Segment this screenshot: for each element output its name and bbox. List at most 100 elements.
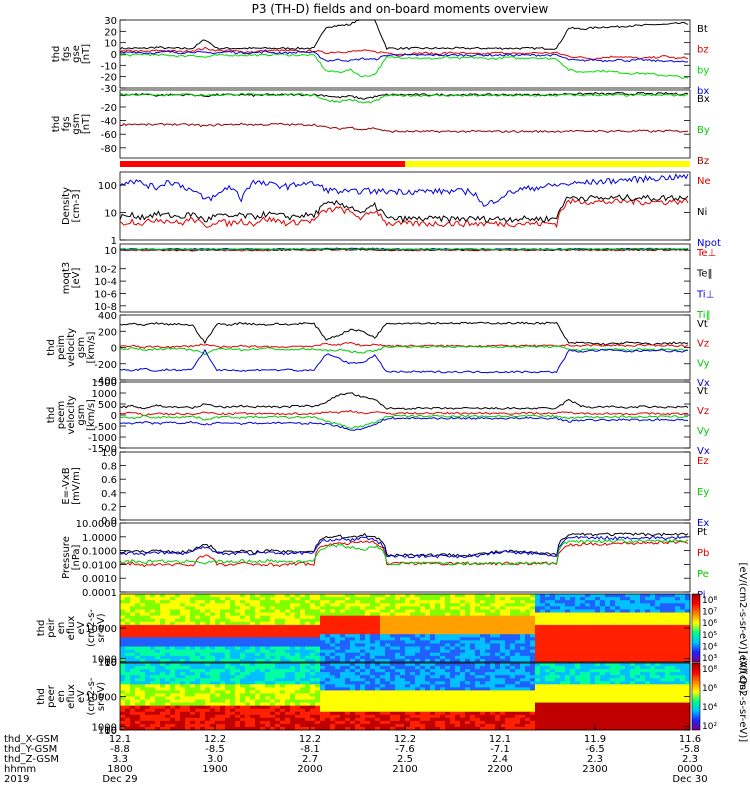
- spectrogram-cell: [365, 600, 370, 603]
- spectrogram-cell: [445, 597, 450, 600]
- spectrogram-cell: [620, 628, 625, 631]
- y-tick-label: -30: [101, 84, 117, 95]
- spectrogram-cell: [455, 700, 460, 703]
- spectrogram-cell: [285, 600, 290, 603]
- spectrogram-cell: [385, 622, 390, 625]
- spectrogram-cell: [175, 637, 180, 640]
- legend-entry: Ti⊥: [696, 289, 714, 300]
- spectrogram-cell: [515, 609, 520, 612]
- spectrogram-cell: [165, 715, 170, 718]
- spectrogram-cell: [405, 650, 410, 653]
- spectrogram-cell: [390, 721, 395, 724]
- spectrogram-cell: [320, 628, 325, 631]
- spectrogram-cell: [425, 616, 430, 619]
- spectrogram-cell: [545, 619, 550, 622]
- spectrogram-cell: [145, 703, 150, 706]
- spectrogram-cell: [275, 663, 280, 666]
- spectrogram-cell: [300, 712, 305, 715]
- spectrogram-cell: [350, 647, 355, 650]
- spectrogram-cell: [610, 653, 615, 656]
- spectrogram-cell: [130, 597, 135, 600]
- spectrogram-cell: [385, 631, 390, 634]
- spectrogram-cell: [350, 653, 355, 656]
- spectrogram-cell: [460, 669, 465, 672]
- spectrogram-cell: [335, 600, 340, 603]
- spectrogram-cell: [150, 675, 155, 678]
- spectrogram-cell: [235, 656, 240, 659]
- spectrogram-cell: [205, 603, 210, 606]
- spectrogram-cell: [160, 625, 165, 628]
- spectrogram-cell: [235, 625, 240, 628]
- spectrogram-cell: [235, 603, 240, 606]
- spectrogram-cell: [360, 700, 365, 703]
- spectrogram-cell: [310, 613, 315, 616]
- spectrogram-cell: [440, 606, 445, 609]
- spectrogram-cell: [125, 703, 130, 706]
- spectrogram-cell: [555, 643, 560, 646]
- spectrogram-cell: [610, 647, 615, 650]
- spectrogram-cell: [380, 693, 385, 696]
- spectrogram-cell: [590, 675, 595, 678]
- spectrogram-cell: [270, 603, 275, 606]
- spectrogram-cell: [290, 594, 295, 597]
- spectrogram-cell: [535, 640, 540, 643]
- spectrogram-cell: [615, 631, 620, 634]
- spectrogram-cell: [185, 640, 190, 643]
- spectrogram-cell: [260, 637, 265, 640]
- spectrogram-cell: [345, 718, 350, 721]
- spectrogram-cell: [230, 672, 235, 675]
- spectrogram-cell: [420, 681, 425, 684]
- spectrogram-cell: [190, 700, 195, 703]
- spectrogram-cell: [640, 619, 645, 622]
- spectrogram-cell: [360, 631, 365, 634]
- spectrogram-cell: [625, 643, 630, 646]
- spectrogram-cell: [195, 619, 200, 622]
- spectrogram-cell: [655, 603, 660, 606]
- spectrogram-cell: [205, 613, 210, 616]
- spectrogram-cell: [650, 613, 655, 616]
- spectrogram-cell: [470, 634, 475, 637]
- spectrogram-cell: [545, 715, 550, 718]
- spectrogram-cell: [370, 656, 375, 659]
- spectrogram-cell: [450, 697, 455, 700]
- spectrogram-cell: [565, 684, 570, 687]
- spectrogram-cell: [145, 603, 150, 606]
- spectrogram-cell: [220, 600, 225, 603]
- spectrogram-cell: [200, 715, 205, 718]
- spectrogram-cell: [585, 718, 590, 721]
- spectrogram-cell: [570, 643, 575, 646]
- spectrogram-cell: [415, 687, 420, 690]
- spectrogram-cell: [480, 681, 485, 684]
- spectrogram-cell: [250, 684, 255, 687]
- spectrogram-cell: [320, 684, 325, 687]
- spectrogram-cell: [525, 700, 530, 703]
- spectrogram-cell: [385, 678, 390, 681]
- spectrogram-cell: [200, 681, 205, 684]
- spectrogram-cell: [615, 625, 620, 628]
- spectrogram-cell: [435, 653, 440, 656]
- spectrogram-cell: [140, 709, 145, 712]
- spectrogram-cell: [445, 690, 450, 693]
- spectrogram-cell: [440, 613, 445, 616]
- spectrogram-cell: [460, 712, 465, 715]
- spectrogram-cell: [495, 606, 500, 609]
- spectrogram-cell: [200, 631, 205, 634]
- spectrogram-cell: [450, 603, 455, 606]
- spectrogram-cell: [475, 634, 480, 637]
- spectrogram-cell: [600, 640, 605, 643]
- spectrogram-cell: [210, 718, 215, 721]
- spectrogram-cell: [300, 693, 305, 696]
- spectrogram-cell: [410, 669, 415, 672]
- spectrogram-cell: [395, 690, 400, 693]
- spectrogram-cell: [580, 672, 585, 675]
- spectrogram-cell: [525, 631, 530, 634]
- spectrogram-cell: [235, 687, 240, 690]
- spectrogram-cell: [600, 603, 605, 606]
- spectrogram-cell: [120, 678, 125, 681]
- spectrogram-cell: [350, 672, 355, 675]
- spectrogram-cell: [335, 597, 340, 600]
- spectrogram-cell: [425, 609, 430, 612]
- spectrogram-cell: [350, 669, 355, 672]
- spectrogram-cell: [535, 653, 540, 656]
- spectrogram-cell: [205, 681, 210, 684]
